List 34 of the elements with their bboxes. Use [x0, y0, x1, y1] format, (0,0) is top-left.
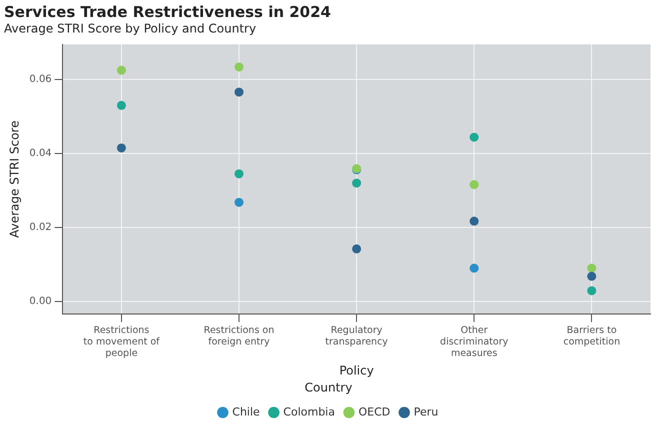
y-axis-title: Average STRI Score	[7, 120, 22, 238]
x-axis-title: Policy	[339, 364, 374, 378]
point	[470, 132, 479, 142]
point	[116, 100, 126, 110]
y-tick-label: 0.06	[29, 74, 52, 86]
y-tick-label: 0.00	[29, 296, 52, 308]
legend-label: OECD	[358, 405, 390, 418]
legend-label: Peru	[414, 405, 438, 418]
x-tick-label: Regulatory transparency	[325, 325, 388, 348]
legend-title: Country	[304, 380, 352, 395]
point	[352, 244, 362, 254]
point	[587, 286, 596, 296]
point	[587, 272, 596, 281]
point	[352, 178, 362, 188]
point	[470, 264, 479, 273]
x-tick-label: Restrictions on foreign entry	[204, 325, 274, 348]
point	[234, 88, 244, 97]
point	[234, 62, 244, 72]
point	[116, 66, 126, 75]
point	[234, 169, 244, 178]
x-tick-label: Barriers to competition	[563, 325, 620, 348]
point	[234, 198, 244, 207]
y-tick-label: 0.04	[29, 148, 52, 160]
point	[470, 180, 479, 190]
legend-label: Colombia	[283, 405, 335, 418]
x-tick-label: Restrictions to movement of people	[83, 325, 160, 359]
chart-title: Services Trade Restrictiveness in 2024	[4, 2, 331, 21]
x-tick-label: Other discriminatory measures	[440, 325, 509, 359]
point	[470, 216, 479, 226]
point	[587, 264, 596, 273]
chart-subtitle: Average STRI Score by Policy and Country	[4, 21, 256, 36]
y-tick-label: 0.02	[29, 222, 52, 234]
legend-label: Chile	[232, 405, 260, 418]
point	[116, 143, 126, 152]
